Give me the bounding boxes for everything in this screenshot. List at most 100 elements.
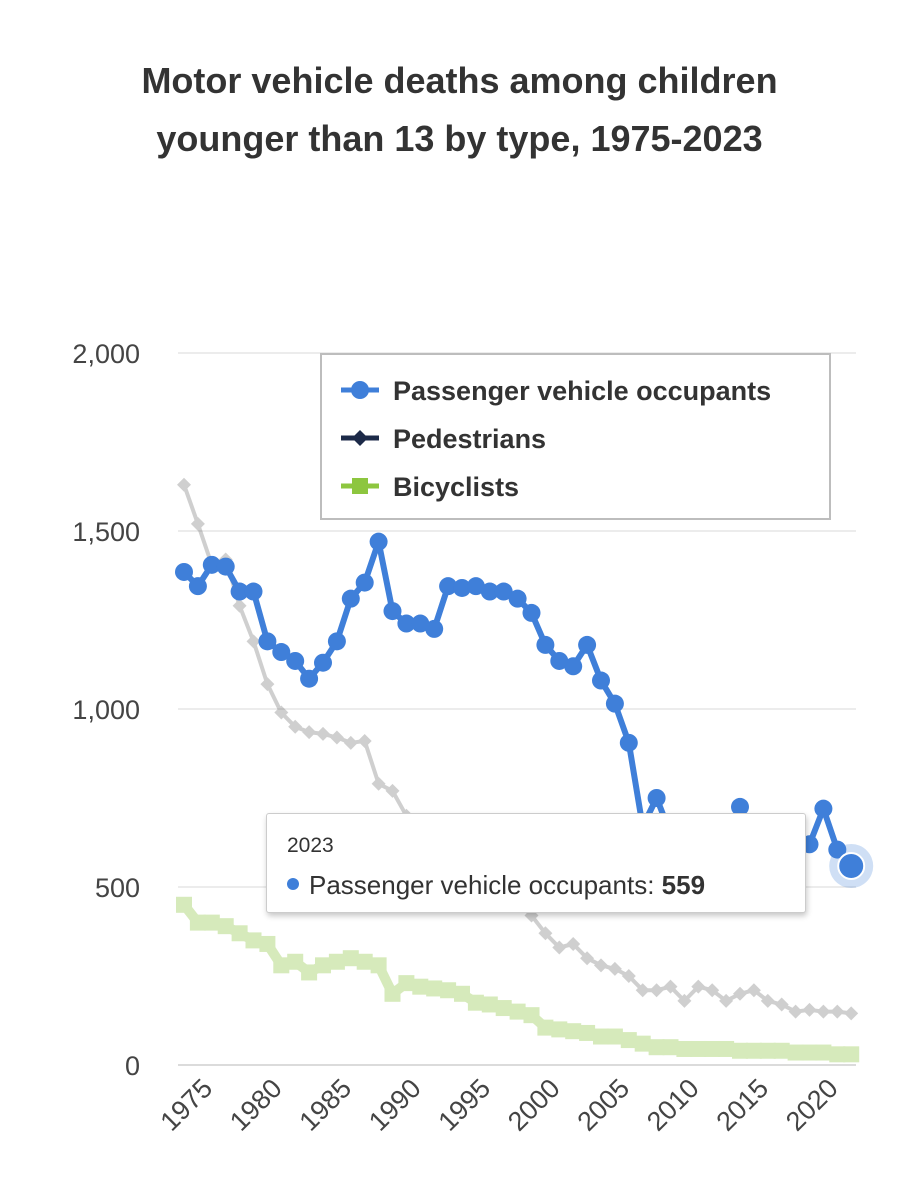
- legend-label-passenger-vehicle-occupants: Passenger vehicle occupants: [393, 376, 771, 406]
- point-bicyclists-2012: [690, 1040, 707, 1057]
- point-bicyclists-2019: [787, 1044, 804, 1061]
- point-passenger-vehicle-occupants-1994: [439, 577, 458, 596]
- point-passenger-vehicle-occupants-1990: [383, 602, 402, 621]
- legend-marker-bicyclists: [352, 478, 368, 494]
- point-pedestrians-2009: [649, 983, 664, 998]
- point-passenger-vehicle-occupants-1975: [175, 562, 193, 581]
- point-passenger-vehicle-occupants-1984: [300, 669, 319, 688]
- point-bicyclists-1991: [398, 975, 415, 992]
- point-bicyclists-2014: [718, 1040, 735, 1057]
- point-pedestrians-1982: [274, 705, 289, 720]
- point-pedestrians-2013: [705, 983, 720, 998]
- point-pedestrians-1987: [343, 735, 358, 750]
- legend-marker-passenger-vehicle-occupants: [351, 381, 369, 399]
- point-bicyclists-1997: [481, 996, 498, 1013]
- point-passenger-vehicle-occupants-2004: [578, 635, 597, 654]
- point-pedestrians-2022: [830, 1004, 845, 1019]
- tooltip-value: 559: [661, 870, 706, 900]
- point-passenger-vehicle-occupants-1976: [188, 577, 207, 596]
- point-bicyclists-2021: [815, 1044, 832, 1061]
- point-pedestrians-2008: [635, 983, 650, 998]
- point-bicyclists-1983: [287, 953, 304, 970]
- point-passenger-vehicle-occupants-1980: [244, 582, 263, 601]
- x-tick-label-1990: 1990: [363, 1073, 427, 1137]
- point-bicyclists-1992: [412, 978, 429, 995]
- x-tick-label-1995: 1995: [433, 1073, 497, 1137]
- point-bicyclists-1995: [454, 985, 470, 1002]
- point-bicyclists-1999: [509, 1003, 526, 1020]
- series-bicyclists: [176, 896, 860, 1063]
- point-bicyclists-2011: [676, 1040, 693, 1057]
- tooltip-year: 2023: [287, 834, 334, 857]
- point-passenger-vehicle-occupants-1978: [216, 557, 235, 576]
- x-tick-label-1985: 1985: [294, 1073, 358, 1137]
- point-bicyclists-1979: [231, 925, 248, 942]
- point-bicyclists-2022: [829, 1046, 846, 1063]
- point-bicyclists-2023: [843, 1046, 860, 1063]
- y-tick-label-0: 0: [125, 1051, 140, 1081]
- x-tick-label-1975: 1975: [155, 1073, 219, 1137]
- point-bicyclists-1985: [315, 957, 331, 974]
- point-pedestrians-2012: [691, 979, 706, 994]
- point-passenger-vehicle-occupants-1979: [230, 582, 249, 601]
- series-line-bicyclists: [180, 901, 852, 1060]
- point-bicyclists-1996: [467, 994, 484, 1011]
- point-pedestrians-1979: [232, 598, 247, 613]
- point-bicyclists-2010: [662, 1039, 679, 1056]
- x-tick-label-2020: 2020: [780, 1073, 844, 1137]
- point-pedestrians-2023: [844, 1006, 859, 1021]
- point-pedestrians-2015: [733, 986, 747, 1001]
- point-pedestrians-1985: [316, 726, 330, 741]
- point-passenger-vehicle-occupants-1982: [272, 643, 291, 662]
- point-passenger-vehicle-occupants-1986: [327, 632, 346, 651]
- point-pedestrians-2004: [580, 951, 595, 966]
- legend-label-pedestrians: Pedestrians: [393, 424, 546, 454]
- point-pedestrians-1975: [177, 477, 191, 492]
- y-tick-label-500: 500: [95, 873, 140, 903]
- x-tick-label-2005: 2005: [572, 1073, 636, 1137]
- point-passenger-vehicle-occupants-1988: [355, 573, 374, 592]
- point-passenger-vehicle-occupants-2005: [592, 671, 610, 690]
- y-tick-label-2000: 2,000: [72, 339, 140, 369]
- point-pedestrians-2010: [663, 979, 678, 994]
- point-pedestrians-2019: [788, 1004, 803, 1019]
- point-pedestrians-2020: [802, 1002, 817, 1017]
- x-tick-label-2010: 2010: [641, 1073, 705, 1137]
- point-pedestrians-1984: [302, 725, 317, 740]
- point-pedestrians-2017: [760, 993, 775, 1008]
- series-pedestrians: [177, 477, 859, 1021]
- x-tick-label-2000: 2000: [502, 1073, 566, 1137]
- point-bicyclists-1975: [176, 896, 192, 913]
- point-bicyclists-1984: [301, 964, 318, 981]
- point-passenger-vehicle-occupants-1995: [453, 578, 471, 597]
- tooltip: 2023 Passenger vehicle occupants: 559: [266, 813, 806, 913]
- point-bicyclists-1977: [203, 914, 220, 931]
- point-bicyclists-1993: [426, 980, 443, 997]
- point-passenger-vehicle-occupants-1981: [258, 632, 277, 651]
- point-pedestrians-2001: [538, 926, 553, 941]
- point-passenger-vehicle-occupants-2002: [550, 651, 569, 670]
- point-bicyclists-2006: [606, 1028, 623, 1045]
- point-bicyclists-1988: [356, 953, 373, 970]
- point-bicyclists-2002: [551, 1021, 568, 1038]
- point-pedestrians-2002: [552, 940, 567, 955]
- point-bicyclists-1994: [440, 982, 457, 999]
- point-bicyclists-1980: [245, 932, 262, 949]
- legend-marker-pedestrians: [352, 430, 368, 446]
- tooltip-series-name: Passenger vehicle occupants:: [309, 870, 655, 900]
- point-pedestrians-2018: [774, 997, 789, 1012]
- point-bicyclists-2015: [732, 1042, 748, 1059]
- point-passenger-vehicle-occupants-1991: [397, 614, 416, 633]
- point-pedestrians-1986: [329, 730, 344, 745]
- point-passenger-vehicle-occupants-2021: [814, 799, 833, 818]
- point-pedestrians-1990: [385, 783, 400, 798]
- legend-label-bicyclists: Bicyclists: [393, 472, 519, 502]
- chart-title-line-1: Motor vehicle deaths among children: [141, 60, 778, 101]
- point-pedestrians-1983: [288, 719, 303, 734]
- point-bicyclists-2016: [745, 1042, 762, 1059]
- point-pedestrians-2011: [677, 993, 692, 1008]
- y-tick-label-1500: 1,500: [72, 517, 140, 547]
- point-bicyclists-2007: [620, 1032, 637, 1049]
- x-tick-label-1980: 1980: [224, 1073, 288, 1137]
